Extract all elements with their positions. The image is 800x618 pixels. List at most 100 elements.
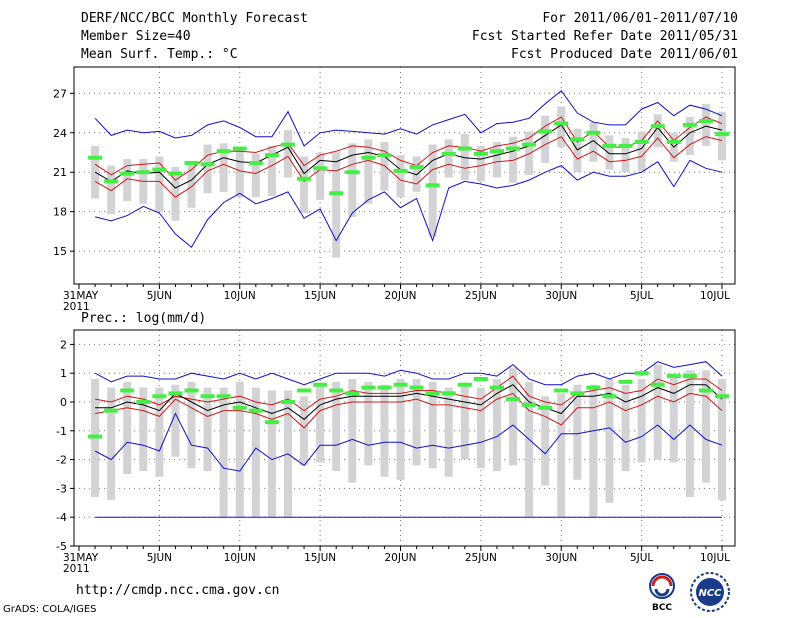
precip-observed-bar [586, 385, 601, 390]
precip-ensemble-box [332, 381, 341, 472]
precip-ensemble-box [364, 381, 373, 466]
precip-xtick-label: 2011 [63, 563, 90, 575]
temp-ensemble-box [364, 139, 373, 204]
temp-observed-bar [441, 151, 456, 156]
precip-ensemble-box [123, 381, 132, 474]
precip-observed-bar [618, 379, 633, 384]
temp-ensemble-box [492, 141, 501, 178]
temp-mean-line [94, 124, 723, 189]
precip-ensemble-box [203, 387, 212, 472]
precip-observed-bar [184, 388, 199, 393]
precip-ensemble-box [541, 396, 550, 486]
precip-observed-bar [554, 388, 569, 393]
temp-observed-bar [634, 139, 649, 144]
precip-observed-bar [393, 382, 408, 387]
temp-ensemble-box [525, 131, 534, 175]
precip-title: Prec.: log(mm/d) [81, 311, 206, 326]
precip-ensemble-box [171, 384, 180, 457]
precip-min-line [94, 412, 723, 472]
website-url[interactable]: http://cmdp.ncc.cma.gov.cn [76, 583, 280, 598]
precip-ensemble-box [444, 387, 453, 477]
temp-observed-bar [377, 153, 392, 158]
precip-observed-bar [538, 405, 553, 410]
temp-observed-bar [682, 122, 697, 127]
temp-observed-bar [602, 143, 617, 148]
precip-observed-bar [473, 376, 488, 381]
precip-ensemble-box [492, 378, 501, 472]
temp-observed-bar [313, 166, 328, 171]
precip-ensemble-box [476, 387, 485, 469]
precip-ensemble-box [187, 381, 196, 469]
precip-upper-line [95, 375, 723, 412]
precip-ensemble-box [621, 384, 630, 472]
precip-xtick-label: 31MAY [63, 552, 99, 564]
temp-xtick-label: 5JUN [147, 290, 172, 302]
precip-ensemble-box [155, 387, 164, 477]
precip-ensemble-box [316, 384, 325, 463]
forecast-produced: Fcst Produced Date 2011/06/01 [511, 47, 738, 62]
temp-observed-bar [586, 130, 601, 135]
precip-observed-bar [329, 388, 344, 393]
precip-max-line [94, 361, 723, 386]
temp-xtick-label: 10JUL [700, 290, 730, 302]
temp-observed-bar [184, 161, 199, 166]
temp-ensemble-box [107, 165, 116, 215]
temp-observed-bar [409, 164, 424, 169]
precip-observed-bar [136, 400, 151, 404]
temp-observed-bar [264, 153, 279, 158]
precip-observed-bar [313, 382, 328, 387]
temp-xtick-label: 30JUN [545, 290, 577, 302]
temp-max-line [94, 89, 723, 147]
precip-ytick-label: 1 [60, 367, 67, 380]
precip-ensemble-box [573, 384, 582, 480]
precip-frame [73, 329, 736, 547]
member-size: Member Size=40 [81, 29, 191, 44]
temp-observed-bar [457, 146, 472, 151]
temp-xtick-label: 5JUL [630, 290, 653, 302]
temp-ytick-label: 24 [53, 127, 67, 140]
temp-observed-bar [168, 171, 183, 176]
temp-ensemble-box [155, 156, 164, 212]
temp-observed-bar [554, 121, 569, 126]
temp-frame [73, 66, 736, 285]
precip-observed-bar [152, 394, 167, 399]
precip-observed-bar [216, 394, 231, 399]
temp-min-line [94, 159, 723, 248]
temp-ensemble-box [219, 143, 228, 192]
precip-observed-bar [682, 374, 697, 379]
temp-ensemble-box [557, 106, 566, 148]
temp-ensemble-box [171, 166, 180, 221]
temp-observed-bar [136, 170, 151, 175]
precip-xtick-label: 10JUL [700, 552, 730, 564]
ncc-logo: NCC [690, 572, 730, 612]
precip-ensemble-box [557, 393, 566, 518]
temp-observed-bar [200, 162, 215, 167]
temp-ensemble-box [573, 128, 582, 173]
precip-ensemble-box [605, 378, 614, 503]
precip-ensemble-box [653, 364, 662, 460]
precip-ytick-label: -1 [56, 425, 67, 438]
variable-label: Mean Surf. Temp.: °C [81, 47, 238, 62]
temp-ensemble-box [637, 131, 646, 171]
temp-observed-bar [361, 155, 376, 160]
temp-ytick-label: 18 [53, 206, 67, 219]
temp-observed-bar [393, 168, 408, 173]
precip-observed-bar [280, 400, 295, 404]
precip-observed-bar [232, 405, 247, 410]
temp-observed-bar [473, 151, 488, 156]
precip-ytick-label: -4 [56, 511, 67, 524]
temp-observed-bar [425, 183, 440, 188]
precip-xtick-label: 20JUN [385, 552, 417, 564]
temp-ensemble-box [653, 114, 662, 148]
precip-ensemble-box [235, 381, 244, 518]
temp-observed-bar [506, 146, 521, 151]
precip-ensemble-box [685, 370, 694, 498]
precip-observed-bar [377, 385, 392, 390]
precip-observed-bar [570, 391, 585, 396]
precip-observed-bar [88, 434, 103, 439]
precip-observed-bar [441, 391, 456, 396]
precip-observed-bar [120, 388, 135, 393]
temp-ensemble-box [460, 134, 469, 181]
temp-ensemble-box [91, 145, 100, 199]
temp-ensemble-box [701, 103, 710, 146]
